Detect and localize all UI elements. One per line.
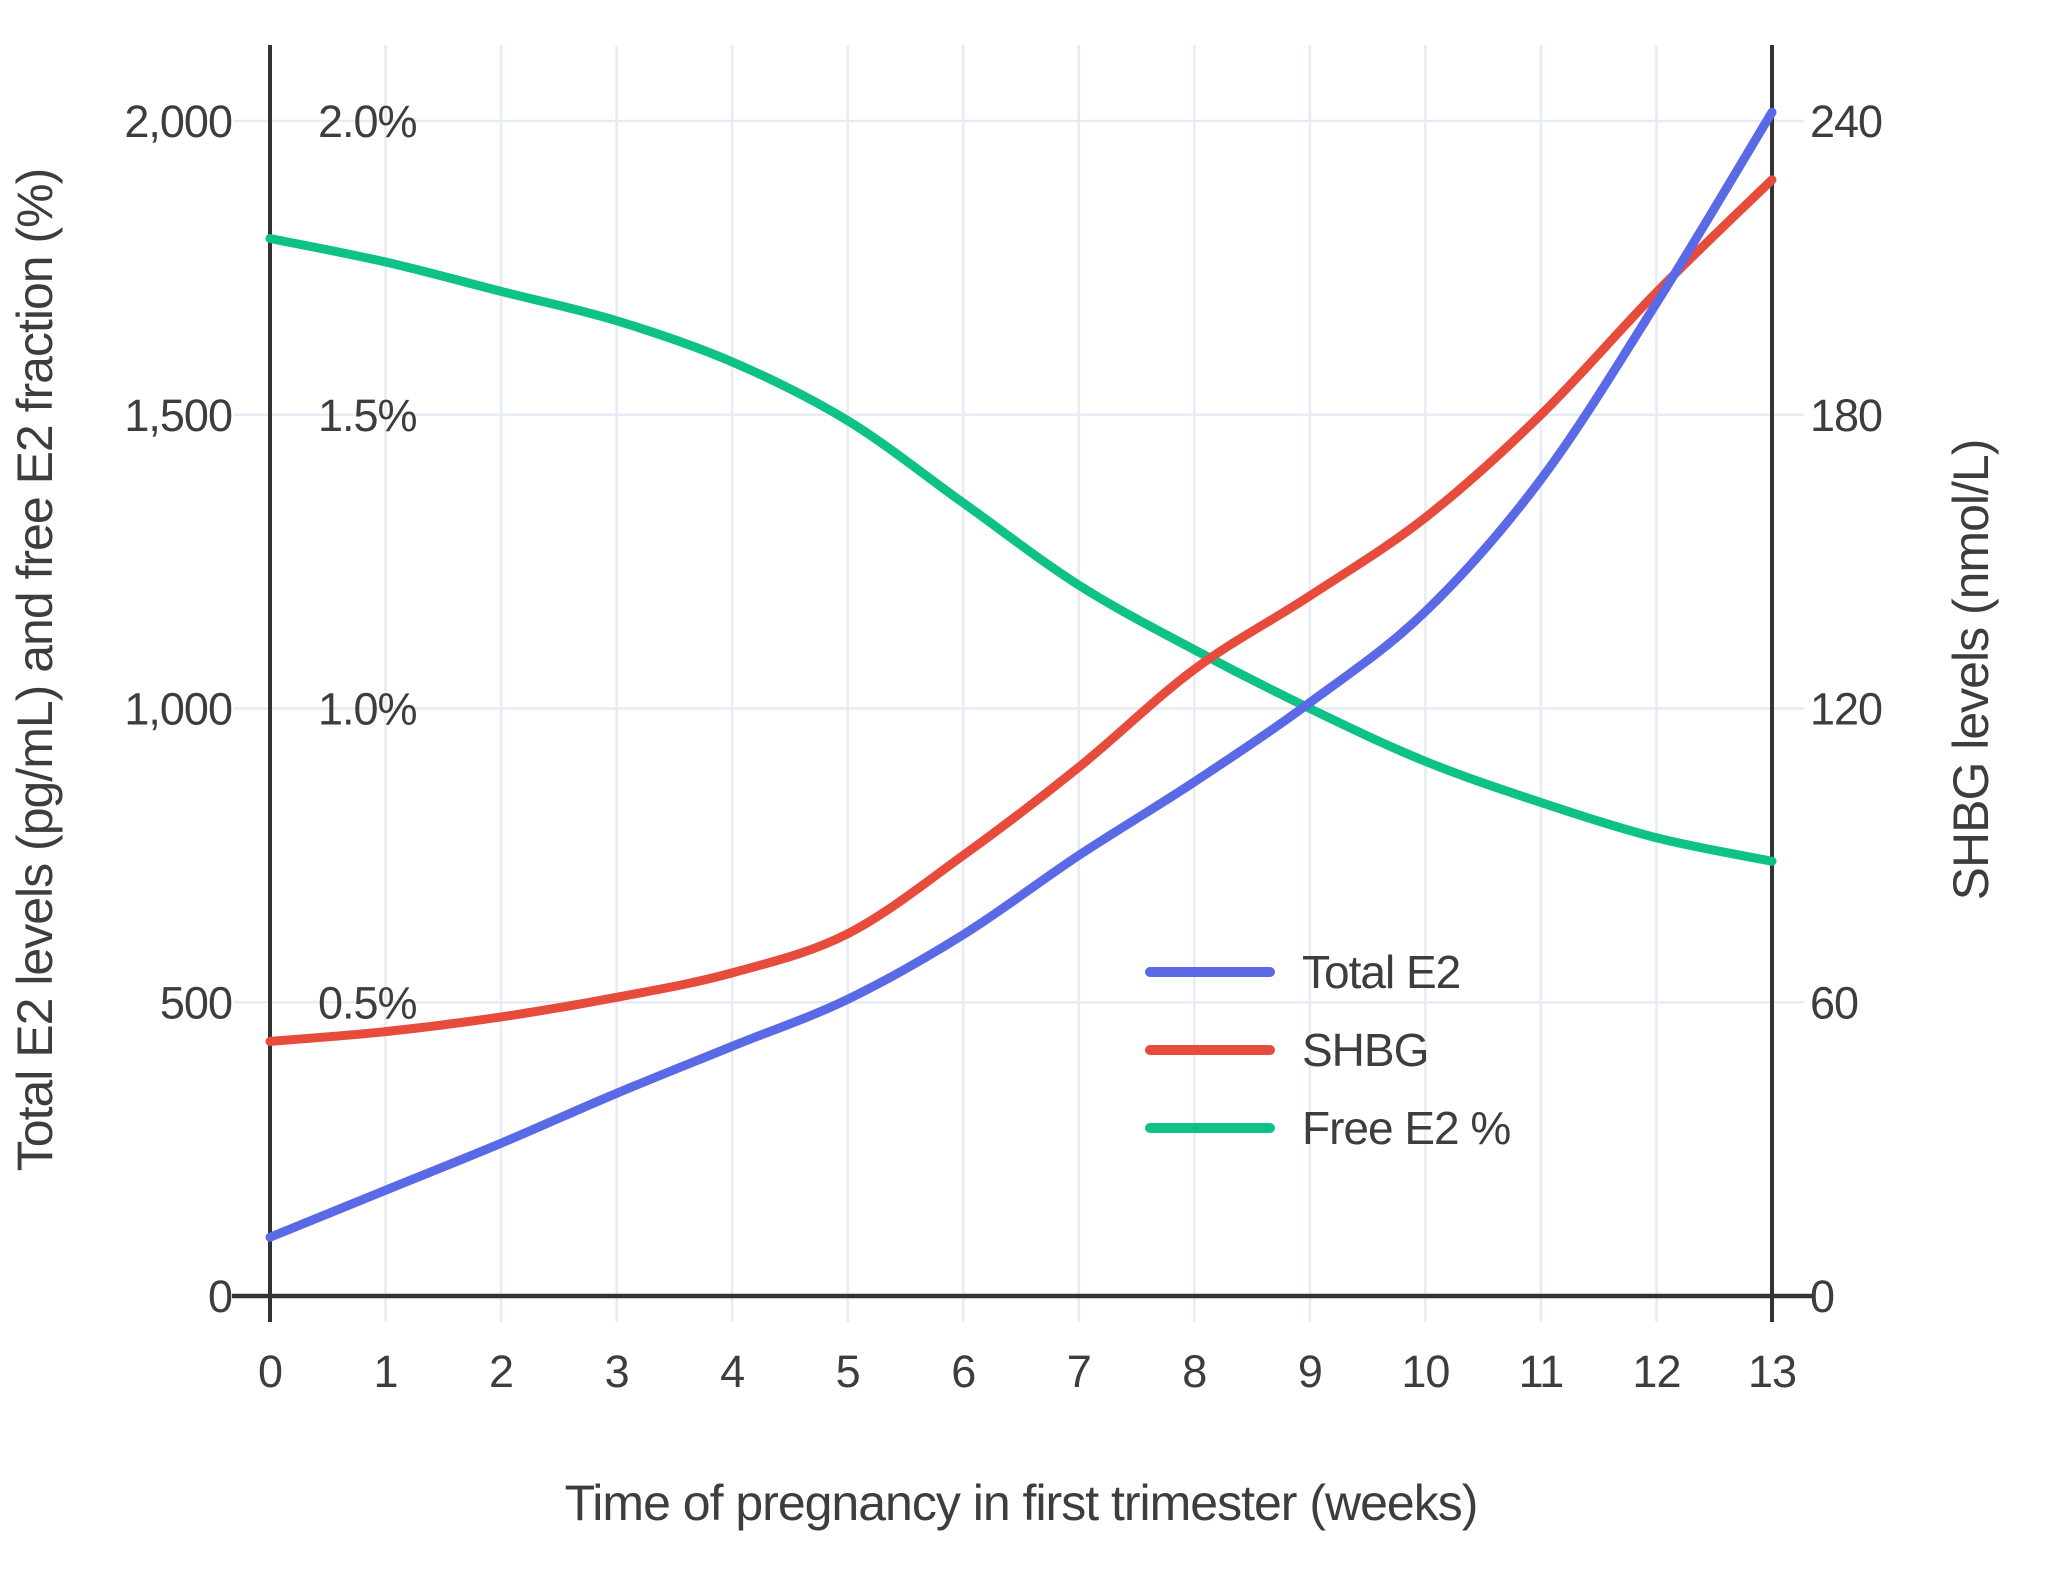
x-axis-tick-label: 1 bbox=[374, 1346, 398, 1397]
x-axis-tick-label: 9 bbox=[1298, 1346, 1322, 1397]
left-axis-tick-label: 2,000 bbox=[124, 96, 232, 147]
x-axis-tick-label: 0 bbox=[258, 1346, 282, 1397]
x-axis-tick-label: 3 bbox=[605, 1346, 629, 1397]
x-axis-tick-label: 7 bbox=[1067, 1346, 1091, 1397]
series-line-shbg bbox=[265, 175, 1777, 1046]
axes bbox=[232, 45, 1812, 1322]
x-axis-tick-label: 4 bbox=[720, 1346, 744, 1397]
right-axis-tick-label: 240 bbox=[1810, 96, 1882, 147]
left-axis-title: Total E2 levels (pg/mL) and free E2 frac… bbox=[7, 169, 63, 1171]
legend-label-total-e2: Total E2 bbox=[1302, 946, 1460, 998]
series-line-total-e2 bbox=[265, 107, 1777, 1242]
gridlines bbox=[234, 45, 1804, 1322]
percent-gridline-label: 0.5% bbox=[318, 977, 417, 1028]
x-axis-tick-label: 5 bbox=[836, 1346, 860, 1397]
percent-gridline-label: 2.0% bbox=[318, 96, 417, 147]
right-axis-title: SHBG levels (nmol/L) bbox=[1943, 440, 1999, 901]
left-axis-tick-label: 1,500 bbox=[124, 390, 232, 441]
percent-annotations: 0.5% 1.0% 1.5% 2.0% bbox=[318, 96, 418, 1028]
x-axis-tick-label: 10 bbox=[1401, 1346, 1449, 1397]
percent-gridline-label: 1.0% bbox=[318, 684, 417, 735]
legend-label-free-e2-: Free E2 % bbox=[1302, 1102, 1510, 1154]
x-axis-title: Time of pregnancy in first trimester (we… bbox=[565, 1475, 1478, 1531]
x-axis-tick-label: 2 bbox=[489, 1346, 513, 1397]
right-axis-tick-label: 0 bbox=[1810, 1271, 1834, 1322]
left-axis-tick-label: 1,000 bbox=[124, 684, 232, 735]
left-axis-tick-label: 0 bbox=[208, 1271, 232, 1322]
left-axis-tick-label: 500 bbox=[160, 977, 232, 1028]
plot-series bbox=[265, 107, 1777, 1242]
right-axis-tick-label: 180 bbox=[1810, 390, 1882, 441]
x-axis-tick-label: 8 bbox=[1182, 1346, 1206, 1397]
x-axis-tick-label: 11 bbox=[1519, 1346, 1564, 1397]
series-line-free-e2- bbox=[265, 234, 1777, 866]
legend-label-shbg: SHBG bbox=[1302, 1024, 1428, 1076]
right-axis-tick-label: 120 bbox=[1810, 684, 1882, 735]
legend: Total E2 SHBG Free E2 % bbox=[1145, 946, 1511, 1154]
x-axis-tick-label: 12 bbox=[1632, 1346, 1680, 1397]
right-axis-tick-label: 60 bbox=[1810, 977, 1858, 1028]
x-axis-tick-label: 13 bbox=[1748, 1346, 1796, 1397]
percent-gridline-label: 1.5% bbox=[318, 390, 417, 441]
x-axis-tick-label: 6 bbox=[951, 1346, 975, 1397]
